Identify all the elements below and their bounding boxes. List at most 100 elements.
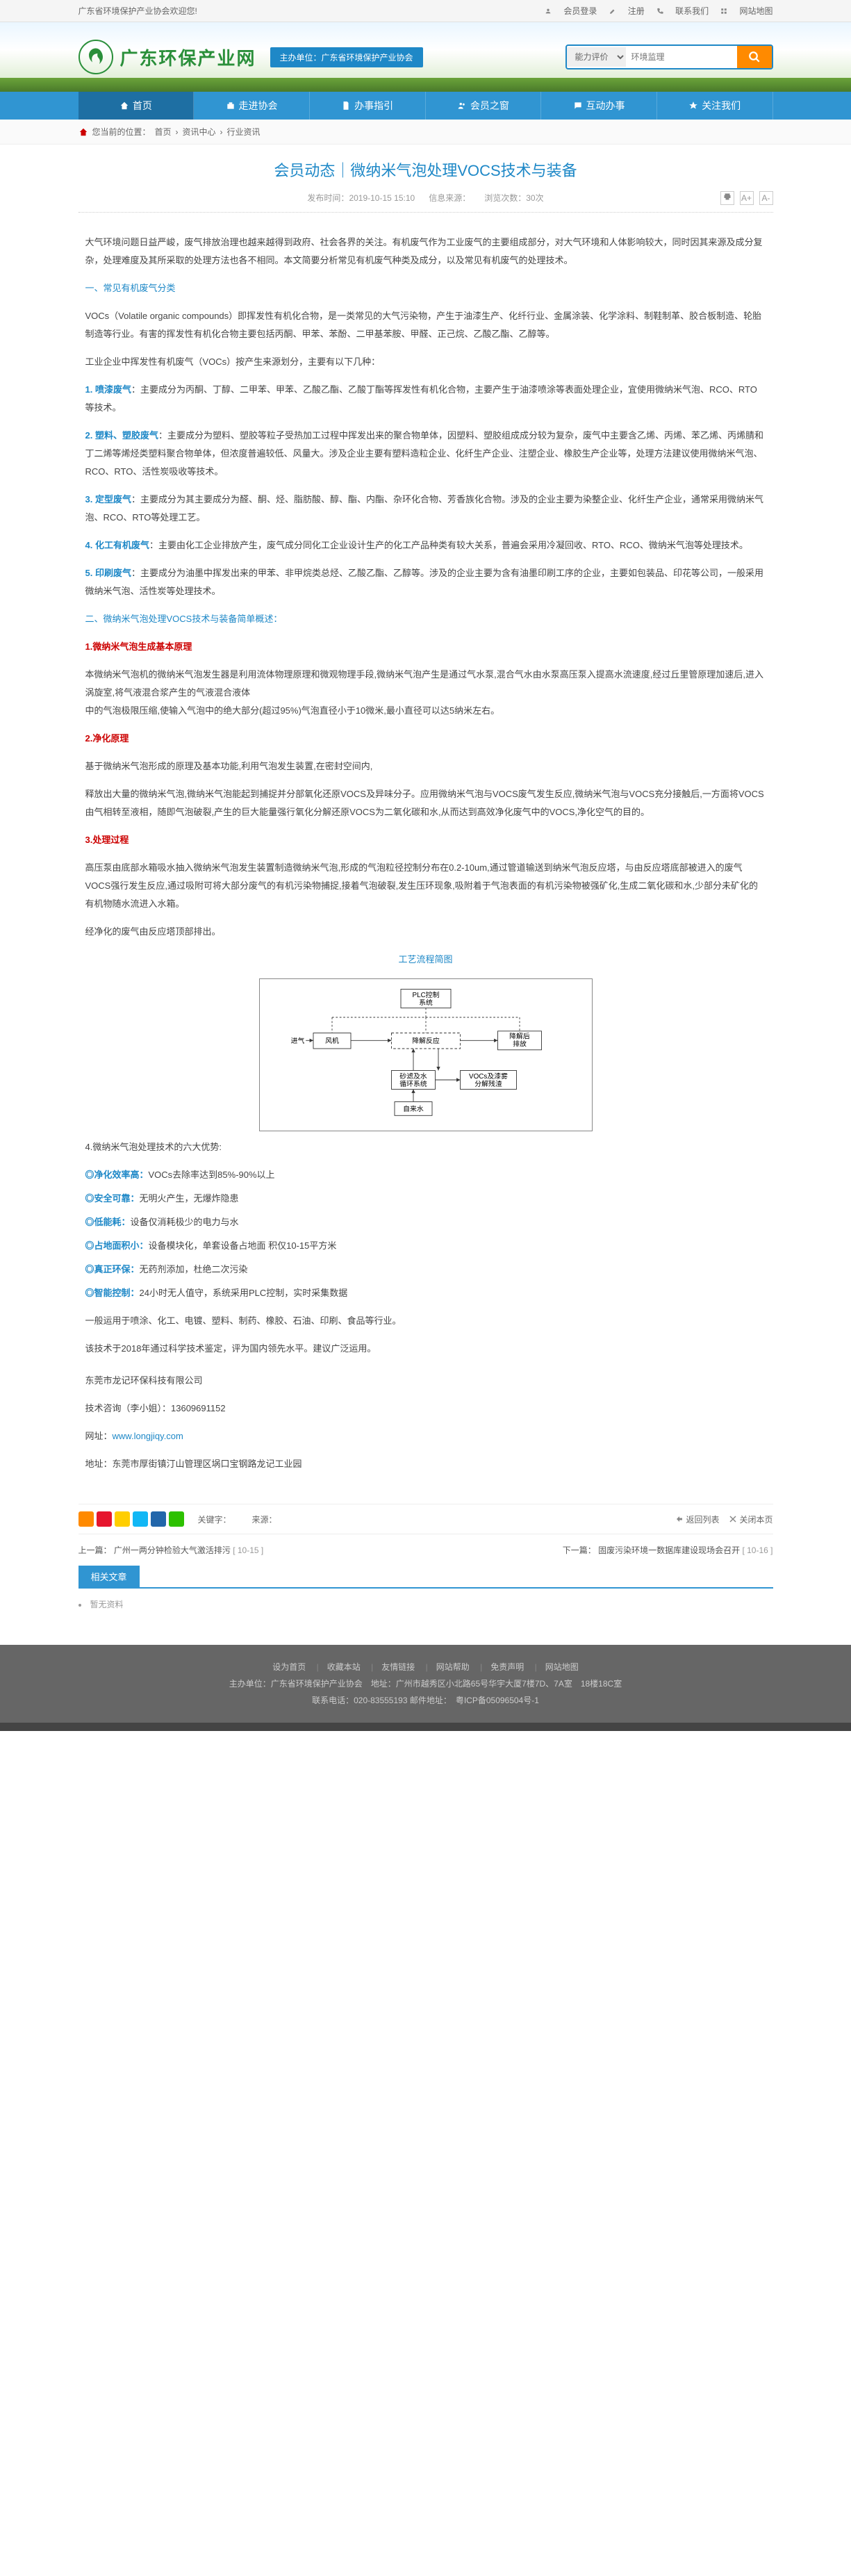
sub21-title: 1.微纳米气泡生成基本原理 [85,638,766,656]
sec1-title: 一、常见有机废气分类 [85,279,766,297]
p-intro: 大气环境问题日益严峻，废气排放治理也越来越得到政府、社会各界的关注。有机废气作为… [85,233,766,270]
meta-source-label: 信息来源： [429,193,470,203]
kw-label: 关键字： [198,1513,231,1525]
flow-degrade-l2: 排放 [513,1039,527,1048]
share-renren-icon[interactable] [151,1511,166,1527]
close-page[interactable]: 关闭本页 [729,1513,772,1525]
phone-icon [656,8,663,15]
flow-plc-l1: PLC控制 [412,990,439,999]
item-1-num: 1. [85,384,93,395]
flink-help[interactable]: 网站帮助 [426,1662,470,1672]
meta-time: 发布时间：2019-10-15 15:10 [307,192,415,204]
meta-time-label: 发布时间： [307,193,349,203]
nav-follow[interactable]: 关注我们 [657,92,773,120]
flow-recycle-l1: 砂滤及水 [399,1072,427,1081]
company-site-url[interactable]: www.longjiqy.com [113,1431,183,1441]
share-qzone-icon[interactable] [115,1511,130,1527]
meta-time-value: 2019-10-15 15:10 [349,193,415,203]
crumb-home[interactable]: 首页 [155,120,172,145]
topbar-links: 会员登录 注册 联系我们 网站地图 [535,0,772,22]
print-button[interactable] [720,191,734,205]
adv-2-k: ◎安全可靠： [85,1193,140,1204]
search-icon [748,51,761,63]
company-addr-value: 东莞市厚街镇汀山管理区埚口宝钢路龙记工业园 [113,1459,302,1469]
nav-about-label: 走进协会 [239,92,278,120]
next-article[interactable]: 下一篇： 固废污染环境一数据库建设现场会召开 [ 10-16 ] [426,1544,773,1556]
user-icon [545,8,552,15]
company-contact-label: 技术咨询（李小姐）： [85,1403,172,1413]
print-icon [723,192,732,201]
home-crumb-icon [79,127,88,137]
link-sitemap[interactable]: 网站地图 [720,6,772,16]
font-smaller[interactable]: A- [759,191,773,205]
footer-links: 设为首页 收藏本站 友情链接 网站帮助 免责声明 网站地图 [0,1659,851,1675]
related-empty: 暂无资料 [79,1598,773,1610]
share-wechat-icon[interactable] [169,1511,184,1527]
next-label: 下一篇： [563,1545,596,1555]
item-3-desc: ：主要成分为其主要成分为醛、酮、烃、脂肪酸、醇、酯、内酯、杂环化合物、芳香族化合… [85,494,764,523]
close-icon [729,1515,737,1523]
item-3-name: 定型废气 [95,494,131,504]
flow-degrade-l1: 降解后 [509,1032,530,1041]
back-icon [675,1515,684,1523]
search-category[interactable]: 能力评价 [567,47,626,67]
flink-home[interactable]: 设为首页 [272,1662,306,1672]
nav-interact[interactable]: 互动办事 [541,92,657,120]
link-contact[interactable]: 联系我们 [656,6,709,16]
meta-source: 信息来源： [429,192,470,204]
font-controls: A+ A- [720,191,773,205]
prev-label: 上一篇： [79,1545,112,1555]
link-login[interactable]: 会员登录 [545,6,597,16]
nav-home[interactable]: 首页 [79,92,195,120]
header: 广东环保产业网 主办单位：广东省环境保护产业协会 能力评价 [0,22,851,92]
nav-members[interactable]: 会员之窗 [426,92,542,120]
company-name: 东莞市龙记环保科技有限公司 [85,1372,766,1390]
flink-fav[interactable]: 收藏本站 [317,1662,361,1672]
item-2: 2. 塑料、塑胶废气：主要成分为塑料、塑胶等粒子受热加工过程中挥发出来的聚合物单… [85,427,766,481]
footer-bar [0,1723,851,1731]
link-register[interactable]: 注册 [609,6,645,16]
logo-area[interactable]: 广东环保产业网 [79,40,256,74]
related-tab[interactable]: 相关文章 [79,1566,140,1587]
prev-article[interactable]: 上一篇： 广州一两分钟检验大气激活排污 [ 10-15 ] [79,1544,426,1556]
adv-5-k: ◎真正环保： [85,1264,140,1274]
flow-fan: 风机 [325,1036,339,1045]
flink-friend[interactable]: 友情链接 [371,1662,415,1672]
adv-3: ◎低能耗：设备仅消耗极少的电力与水 [85,1213,766,1231]
meta-views: 浏览次数：30次 [484,192,543,204]
sec1-p2: 工业企业中挥发性有机废气（VOCs）按产生来源划分，主要有以下几种： [85,353,766,371]
search-input[interactable] [626,48,737,66]
adv-1: ◎净化效率高：VOCs去除率达到85%-90%以上 [85,1166,766,1184]
back-list-label: 返回列表 [686,1513,719,1525]
search-button[interactable] [737,46,772,68]
share-plus-icon[interactable] [79,1511,94,1527]
nav-about[interactable]: 走进协会 [194,92,310,120]
nav-guide[interactable]: 办事指引 [310,92,426,120]
flink-sitemap[interactable]: 网站地图 [535,1662,579,1672]
company-site-label: 网址： [85,1431,113,1441]
sub23-p1: 高压泵由底部水箱吸水抽入微纳米气泡发生装置制造微纳米气泡,形成的气泡粒径控制分布… [85,859,766,913]
flow-vocs-l1: VOCs及漆雾 [469,1072,508,1081]
flink-disclaimer[interactable]: 免责声明 [480,1662,524,1672]
adv-6-k: ◎智能控制： [85,1288,140,1298]
sub21-p: 本微纳米气泡机的微纳米气泡发生器是利用流体物理原理和微观物理手段,微纳米气泡产生… [85,666,766,720]
item-4: 4. 化工有机废气：主要由化工企业排放产生，废气成分同化工企业设计生产的化工产品… [85,536,766,555]
sec1-p1: VOCs（Volatile organic compounds）即挥发性有机化合… [85,307,766,343]
sub22-p2: 释放出大量的微纳米气泡,微纳米气泡能起到捕捉并分部氧化还原VOCS及异味分子。应… [85,785,766,821]
item-5-desc: ：主要成分为油墨中挥发出来的甲苯、非甲烷类总烃、乙酸乙酯、乙醇等。涉及的企业主要… [85,568,764,596]
share-sina-icon[interactable] [97,1511,112,1527]
prev-title: 广州一两分钟检验大气激活排污 [114,1545,231,1555]
flow-vocs-l2: 分解残渣 [474,1079,502,1088]
next-date: [ 10-16 ] [742,1545,772,1555]
crumb-center[interactable]: 资讯中心 [183,120,216,145]
article-body: 大气环境问题日益严峻，废气排放治理也越来越得到政府、社会各界的关注。有机废气作为… [79,213,773,1504]
back-list[interactable]: 返回列表 [675,1513,719,1525]
close-page-label: 关闭本页 [739,1513,772,1525]
item-1: 1. 喷漆废气：主要成分为丙酮、丁醇、二甲苯、甲苯、乙酸乙酯、乙酸丁酯等挥发性有… [85,381,766,417]
adv-6: ◎智能控制：24小时无人值守，系统采用PLC控制，实时采集数据 [85,1284,766,1302]
font-larger[interactable]: A+ [740,191,754,205]
star-icon [688,101,698,110]
item-3: 3. 定型废气：主要成分为其主要成分为醛、酮、烃、脂肪酸、醇、酯、内酯、杂环化合… [85,491,766,527]
share-qq-icon[interactable] [133,1511,148,1527]
footer: 设为首页 收藏本站 友情链接 网站帮助 免责声明 网站地图 主办单位：广东省环境… [0,1645,851,1723]
